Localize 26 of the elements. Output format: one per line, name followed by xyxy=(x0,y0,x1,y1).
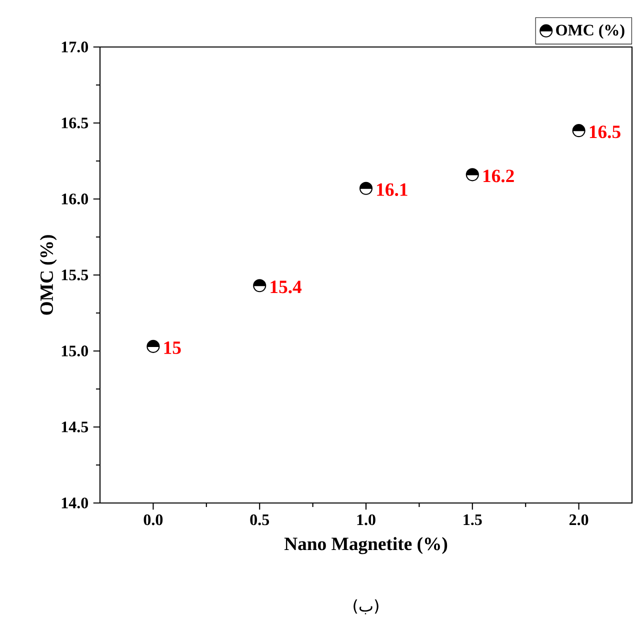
point xyxy=(359,182,373,195)
y-tick-label: 16.5 xyxy=(62,118,88,128)
x-tick-label: 0.5 xyxy=(250,514,270,526)
y-tick-label: 15.0 xyxy=(62,346,88,356)
x-tick-label: 1.0 xyxy=(357,514,376,526)
data-label: 16.5 xyxy=(590,126,620,138)
point xyxy=(253,279,266,292)
x-tick-label: 2.0 xyxy=(569,514,588,526)
x-axis-title: Nano Magnetite (%) xyxy=(284,537,448,554)
data-label: 16.1 xyxy=(377,183,408,196)
y-tick-label: 14.5 xyxy=(62,422,88,432)
y-axis-title: OMC (%) xyxy=(40,235,57,315)
text: (ب) xyxy=(354,599,378,614)
y-tick-label: 17.0 xyxy=(62,42,88,52)
y-tick-label: 15.5 xyxy=(62,270,88,280)
point xyxy=(572,124,586,138)
y-tick-label: 16.0 xyxy=(62,194,88,204)
point xyxy=(146,340,160,353)
data-label: 15.4 xyxy=(270,280,302,294)
point xyxy=(466,168,479,182)
y-tick-label: 14.0 xyxy=(62,498,88,508)
data-label: 15 xyxy=(164,342,181,354)
x-tick-label: 1.5 xyxy=(464,514,482,526)
legend-label: OMC (%) xyxy=(556,24,624,39)
data-label: 16.2 xyxy=(484,170,514,182)
x-tick-label: 0.0 xyxy=(144,514,163,526)
